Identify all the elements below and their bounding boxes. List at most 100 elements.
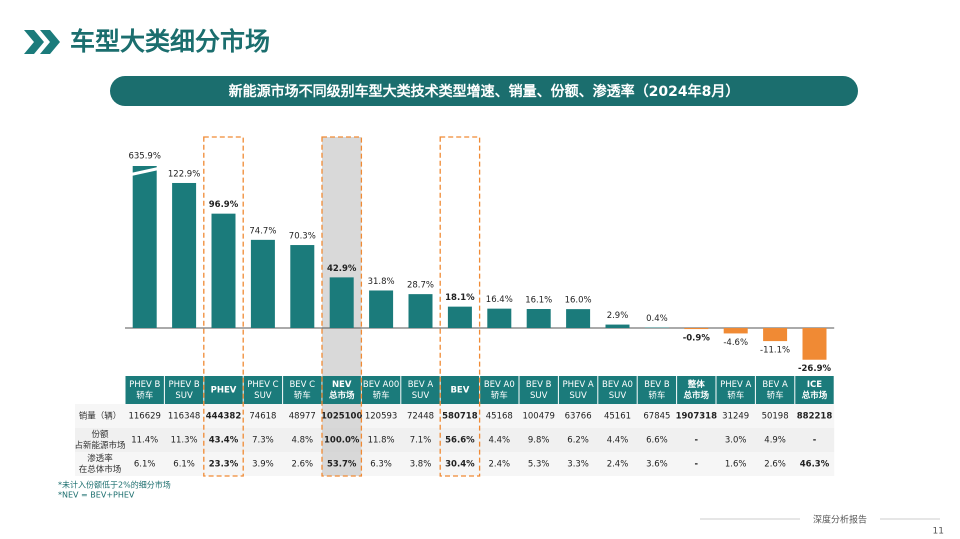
table-header-cell [795,376,834,404]
table-header-cell [125,376,164,404]
table-header-cell [716,376,755,404]
table-cell: 4.9% [764,436,786,446]
table-cell: 2.6% [291,460,313,470]
table-cell: 45161 [604,412,631,422]
table-header-cell [164,376,204,404]
table-cell: 2.4% [607,460,629,470]
table-cell: 3.3% [567,460,589,470]
table-header-label: 轿车 [767,390,784,401]
bar [605,324,630,328]
table-header-label: BEV A0 [484,380,515,390]
table-header-label: PHEV [211,386,237,396]
axis-break [128,166,162,177]
table-cell: 6.1% [134,460,156,470]
table-cell: 1025100 [321,412,362,422]
bar [211,213,236,328]
table-header-label: 总市场 [684,390,710,401]
table-cell: 7.3% [252,436,274,446]
table-cell: 11.4% [131,436,158,446]
page-number: 11 [933,527,944,537]
table-cell: 31249 [722,412,749,422]
table-header-cell [637,376,677,404]
footer-label: 深度分析报告 [813,514,867,526]
table-cell: 56.6% [445,436,475,446]
table-cell: 6.1% [173,460,195,470]
bar [566,309,591,328]
table-header-cell [322,376,361,404]
table-header-cell [755,376,795,404]
table-header-cell [401,376,440,404]
table-cell: 3.8% [410,460,432,470]
table-cell: 1907318 [676,412,717,422]
note: *NEV = BEV+PHEV [58,491,135,500]
bar [684,328,709,330]
table-cell: 100.0% [324,436,360,446]
value-label: 28.7% [407,281,434,291]
table-header-label: PHEV B [129,380,160,390]
table-header-label: PHEV A [562,380,593,390]
bar [369,290,394,328]
value-label: -0.9% [683,334,711,344]
table-cell: 30.4% [445,460,475,470]
table-header-label: BEV C [289,380,315,390]
table-cell: 63766 [565,412,592,422]
table-cell: 46.3% [800,460,830,470]
title-icon [24,30,60,54]
value-label: 16.0% [565,296,592,306]
table-header-label: 轿车 [373,390,390,401]
value-label: 42.9% [327,264,357,274]
table-header-label: SUV [254,391,272,401]
table-header-cell [480,376,519,404]
table-cell: 7.1% [410,436,432,446]
table-header-label: SUV [412,391,430,401]
bar [329,277,354,328]
table-cell: 11.3% [171,436,198,446]
table-cell: 444382 [206,412,242,422]
highlight-box [203,136,244,477]
table-header-label: SUV [530,391,548,401]
bar [487,308,512,328]
table-header-label: 轿车 [727,390,744,401]
value-label: 31.8% [368,277,395,287]
table-cell: 9.8% [528,436,550,446]
value-label: 18.1% [445,293,475,303]
value-label: 70.3% [289,232,316,242]
table-cell: 3.6% [646,460,668,470]
table-header-label: 总市场 [329,390,355,401]
row-label: 占新能源市场 [74,440,125,451]
table-cell: 6.6% [646,436,668,446]
value-label: 96.9% [209,200,239,210]
table-cell: 45168 [486,412,513,422]
table-header-label: ICE [807,380,822,390]
value-label: 74.7% [249,226,276,236]
table-header-cell [283,376,322,404]
table-header-cell [519,376,558,404]
bar [447,306,472,328]
table-header-cell [243,376,283,404]
value-label: -11.1% [760,346,790,356]
table-cell: 6.2% [567,436,589,446]
footer-bg [800,512,880,526]
table-header-label: 轿车 [648,390,665,401]
slide-title: 车型大类细分市场 [70,27,270,56]
table-cell: 4.8% [291,436,313,446]
bar [802,328,827,360]
table-cell: 116348 [168,412,200,422]
table-header-cell [677,376,716,404]
table-row-bg [75,404,835,428]
highlight-box [439,136,481,477]
table-cell: 1.6% [725,460,747,470]
table-cell: 67845 [643,412,670,422]
table-cell: 43.4% [209,436,239,446]
table-header-cell [440,376,480,404]
table-cell: 53.7% [327,460,357,470]
table-header-cell [598,376,637,404]
table-cell: 74618 [249,412,276,422]
table-header-cell [361,376,401,404]
highlight-box [321,136,363,477]
table-header-label: BEV A [408,380,434,390]
table-header-label: BEV A00 [363,380,399,390]
table-cell: - [695,436,699,446]
